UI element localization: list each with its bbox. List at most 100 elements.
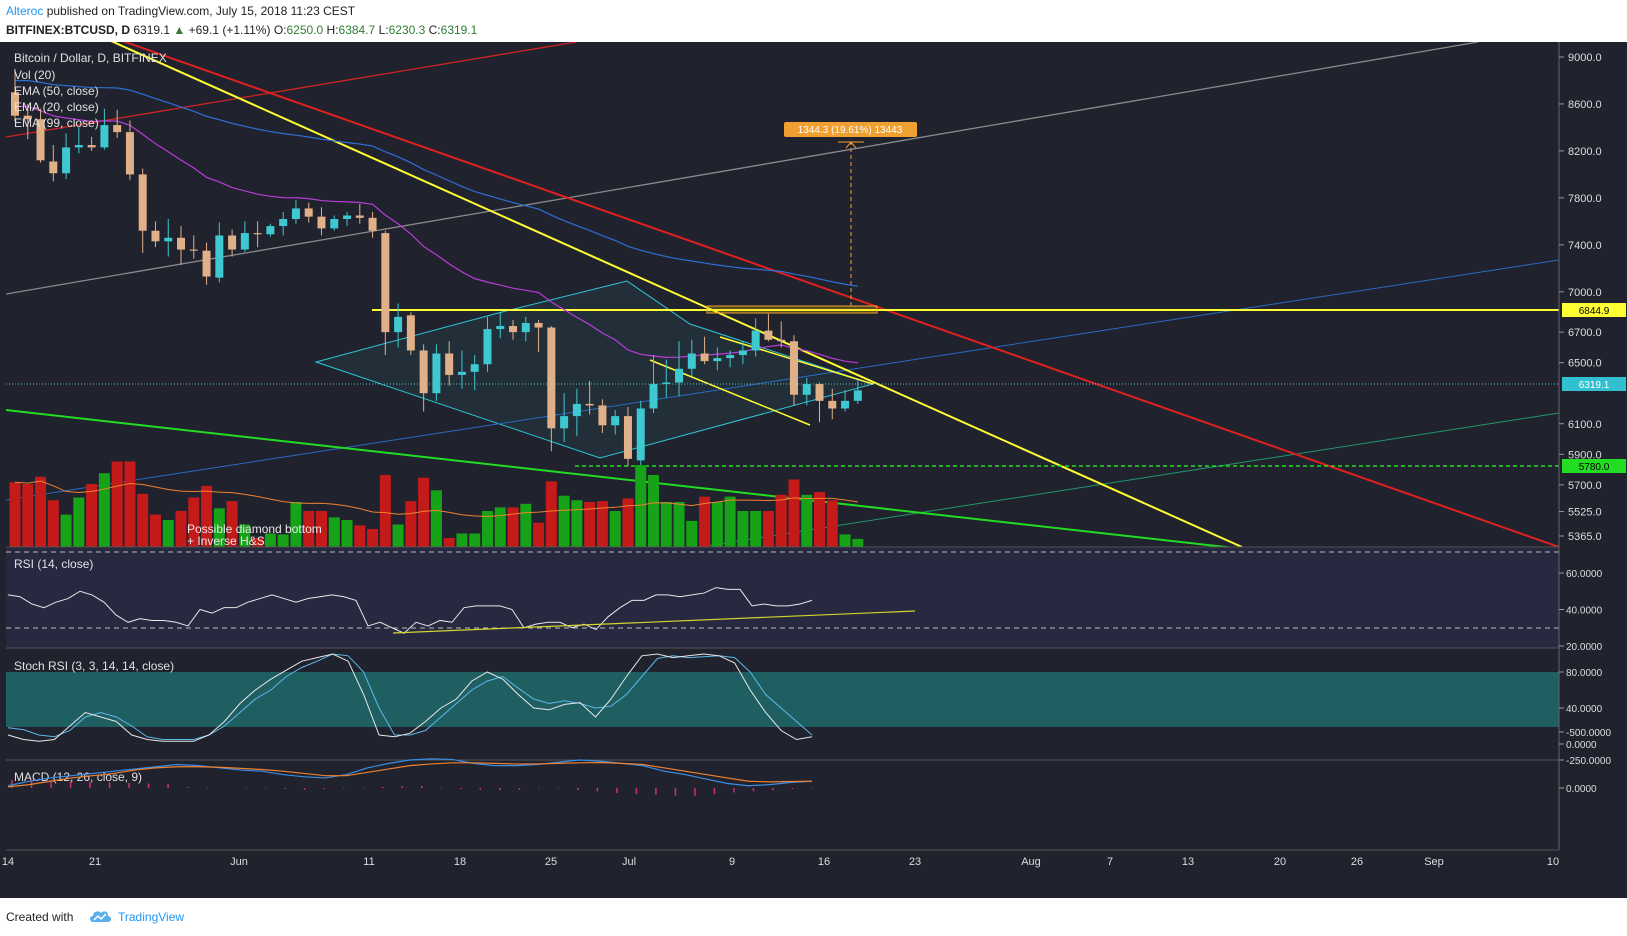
volume-bar [226, 501, 238, 547]
chart-background [0, 42, 1627, 898]
volume-bar [469, 533, 481, 547]
time-tick-label: 21 [89, 856, 101, 868]
time-tick-label: 13 [1182, 856, 1194, 868]
volume-bar [239, 524, 251, 547]
candle-body [445, 353, 454, 375]
price-tick-label: 5900.0 [1568, 449, 1602, 461]
trendline-gray[interactable] [6, 42, 1479, 295]
volume-bar [558, 495, 570, 547]
macd-histogram [11, 779, 813, 796]
resistance-price: 6844.9 [1579, 306, 1610, 317]
time-tick-label: 23 [909, 856, 921, 868]
volume-bar [315, 511, 327, 547]
candle-body [228, 235, 237, 250]
symbol-line: BITFINEX:BTCUSD, D 6319.1 ▲ +69.1 (+1.11… [6, 23, 477, 37]
volume-bar [213, 508, 225, 547]
candle-body [841, 400, 850, 409]
volume-bar [35, 476, 47, 547]
candle-body [534, 322, 543, 328]
trendline-teal[interactable] [699, 412, 1559, 547]
trendline-red-descending[interactable] [6, 42, 1559, 547]
candle-body [764, 330, 773, 340]
volume-bar [188, 497, 200, 547]
volume-bar [124, 461, 136, 547]
volume-bar [660, 502, 672, 547]
price-tick-label: 5365.0 [1568, 531, 1602, 543]
candle-body [113, 125, 122, 133]
candle-body [87, 145, 96, 148]
volume-bar [609, 511, 621, 547]
time-tick-label: 25 [545, 856, 557, 868]
candle-body [700, 353, 709, 362]
candle-body [74, 145, 83, 148]
close-label: C: [428, 23, 441, 37]
time-tick-label: Aug [1021, 856, 1041, 868]
candle-body [164, 237, 173, 242]
candle-body [279, 219, 288, 227]
stoch-title: Stoch RSI (3, 3, 14, 14, close) [14, 659, 174, 673]
candle-body [623, 416, 632, 459]
open-value: 6250.0 [286, 23, 324, 37]
legend-ema99: EMA (99, close) [14, 116, 99, 130]
volume-bar [60, 514, 72, 547]
trendline-blue[interactable] [6, 259, 1559, 501]
publish-info: published on TradingView.com, July 15, 2… [46, 4, 356, 18]
volume-bar [775, 494, 787, 547]
volume-bar [367, 529, 379, 547]
candle-body [738, 350, 747, 356]
time-tick-label: Jul [622, 856, 636, 868]
candle-body [432, 353, 441, 394]
candle-body [189, 249, 198, 251]
up-arrow-icon: ▲ [173, 23, 186, 37]
price-change: +69.1 (+1.11%) [188, 23, 271, 37]
candle-body [381, 233, 390, 333]
price-tick-label: 8600.0 [1568, 99, 1602, 111]
volume-bar [175, 511, 187, 547]
target-zone[interactable] [706, 305, 878, 314]
candle-body [470, 364, 479, 372]
price-tick-label: 7000.0 [1568, 287, 1602, 299]
time-axis[interactable]: 14 21 Jun 11 18 25 Jul 9 16 23 Aug 7 13 20 26 Sep 10 [2, 856, 1559, 868]
rsi-line [7, 587, 813, 634]
stoch-tick-label: 0.0000 [1566, 740, 1597, 751]
volume-bar [686, 520, 698, 547]
legend-vol: Vol (20) [14, 68, 55, 82]
time-tick-label: 16 [818, 856, 830, 868]
candle-body [49, 161, 58, 174]
candle-body [726, 355, 735, 359]
candle-body [521, 322, 530, 333]
time-tick-label: 26 [1351, 856, 1363, 868]
volume-bar [839, 534, 851, 547]
time-tick-label: 20 [1274, 856, 1286, 868]
rsi-trendline[interactable] [392, 610, 916, 634]
candle-body [266, 226, 275, 235]
candle-body [789, 341, 798, 395]
diamond-pattern[interactable] [314, 280, 875, 459]
macd-tick-label: 0.0000 [1566, 784, 1597, 795]
volume-bar [354, 525, 366, 547]
candle-body [215, 235, 224, 278]
volume-bar [392, 524, 404, 547]
chart-canvas[interactable]: 1344.3 (19.61%) 13443 Possible diamond b… [0, 42, 1627, 898]
macd-signal-line [7, 761, 813, 788]
time-tick-label: Jun [230, 856, 248, 868]
author-link[interactable]: Alteroc [6, 4, 44, 18]
volume-bar [648, 475, 659, 547]
stoch-tick-label: 80.0000 [1566, 668, 1603, 679]
price-tick-label: 5700.0 [1568, 480, 1602, 492]
candle-body [240, 233, 249, 250]
tradingview-cloud-icon[interactable] [88, 907, 112, 925]
rsi-tick-label: 20.0000 [1566, 642, 1603, 653]
candle-body [751, 330, 760, 351]
price-axis-ticks: 9000.0 8600.0 8200.0 7800.0 7400.0 7000.0 6700… [1559, 52, 1602, 543]
time-tick-label: 10 [1547, 856, 1559, 868]
stoch-tick-label: 40.0000 [1566, 704, 1603, 715]
candle-body [675, 368, 684, 383]
trendline-yellow-descending[interactable] [6, 42, 1243, 547]
time-tick-label: 11 [363, 856, 374, 868]
candle-body [138, 174, 147, 231]
tradingview-link[interactable]: TradingView [118, 910, 185, 924]
volume-bar [98, 473, 110, 547]
price-tick-label: 5525.0 [1568, 507, 1602, 519]
volume-ma-line [14, 480, 858, 518]
